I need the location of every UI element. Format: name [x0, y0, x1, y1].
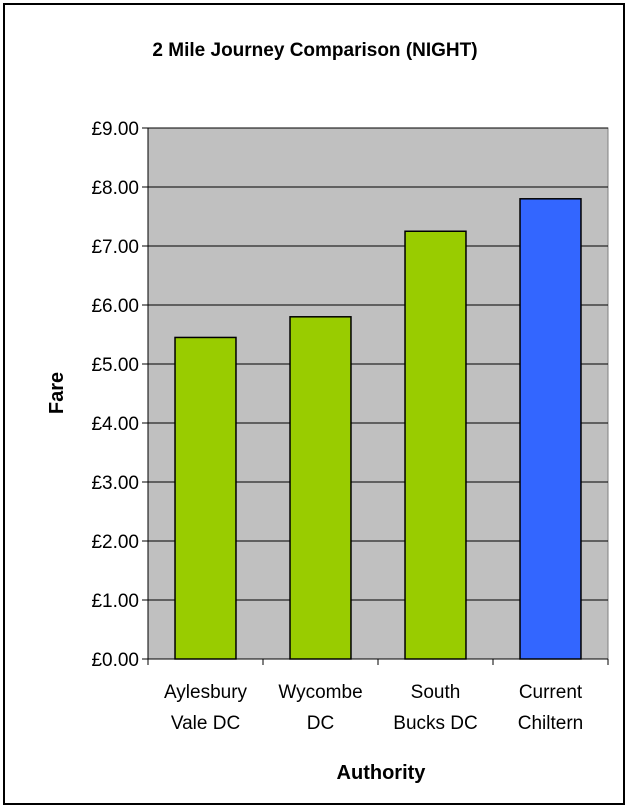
x-category-label: DC — [307, 713, 334, 734]
y-tick-label: £8.00 — [91, 178, 139, 199]
x-category-label: South — [411, 682, 461, 703]
x-category-label: Vale DC — [171, 713, 240, 734]
x-category-label: Current — [519, 682, 583, 703]
y-tick-label: £1.00 — [91, 591, 139, 612]
chart-title: 2 Mile Journey Comparison (NIGHT) — [152, 40, 477, 61]
y-axis-title: Fare — [46, 372, 68, 414]
y-tick-label: £9.00 — [91, 119, 139, 140]
bar — [519, 198, 582, 660]
y-tick-label: £2.00 — [91, 532, 139, 553]
bar — [174, 336, 237, 660]
x-category-label: Chiltern — [518, 713, 583, 734]
y-tick-label: £0.00 — [91, 650, 139, 671]
y-tick-label: £3.00 — [91, 473, 139, 494]
x-category-label: Aylesbury — [164, 682, 248, 703]
y-tick-label: £7.00 — [91, 237, 139, 258]
y-tick-labels: £0.00 £1.00 £2.00 £3.00 £4.00 £5.00 £6.00 £7.00… — [91, 119, 139, 671]
bar — [404, 230, 467, 660]
bar — [289, 316, 352, 660]
x-category-label: Bucks DC — [393, 713, 477, 734]
x-category-labels: Aylesbury Vale DC Wycombe DC South Bucks DC Cu… — [164, 682, 583, 734]
y-tick-label: £4.00 — [91, 414, 139, 435]
y-tick-label: £5.00 — [91, 355, 139, 376]
y-tick-label: £6.00 — [91, 296, 139, 317]
x-category-label: Wycombe — [278, 682, 362, 703]
bars — [174, 198, 582, 660]
x-axis-title: Authority — [337, 762, 427, 784]
axes — [142, 127, 609, 665]
